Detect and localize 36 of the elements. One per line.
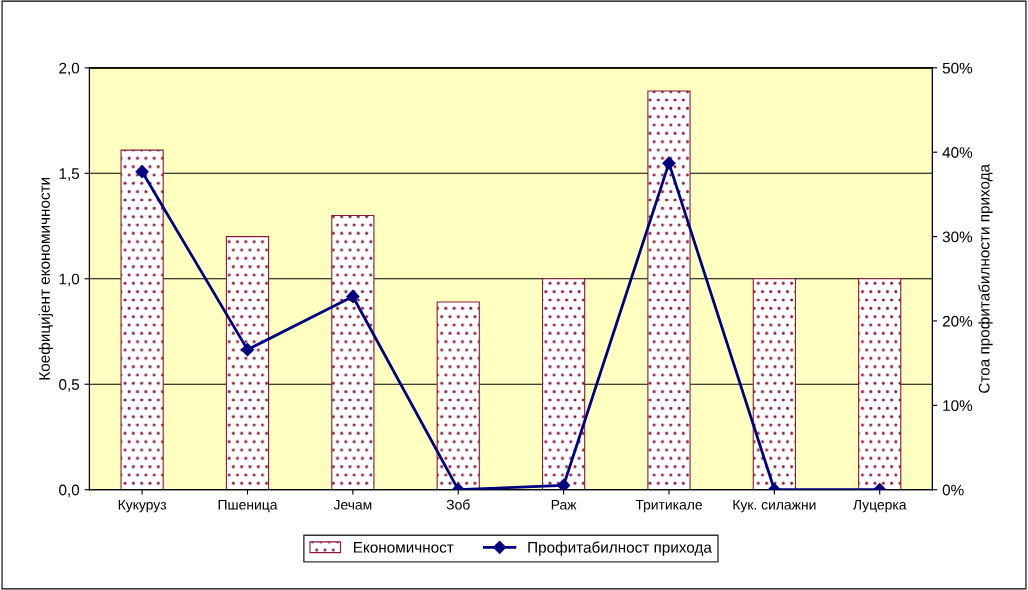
y-tick-label: 0,5 — [59, 379, 80, 392]
x-tick-label: Пшеница — [218, 499, 278, 513]
y2-tick-label: 0% — [942, 484, 964, 496]
y-tick-label: 0,0 — [59, 484, 80, 498]
y2-tick-label: 50% — [942, 62, 973, 74]
y-tick-label: 2,0 — [59, 62, 80, 76]
y-tick-label: 1,0 — [59, 273, 80, 287]
x-tick-label: Раж — [551, 499, 577, 510]
point — [662, 156, 676, 170]
y2-tick-label: 10% — [943, 400, 973, 412]
x-tick-label: Луцерка — [853, 499, 907, 513]
point — [135, 165, 149, 179]
point — [346, 289, 360, 304]
y2-tick-label: 30% — [942, 231, 973, 243]
point — [557, 478, 571, 490]
y2-tick-label: 20% — [942, 315, 973, 327]
bar — [120, 149, 164, 490]
x-tick-label: Зоб — [446, 499, 470, 510]
bar — [647, 90, 691, 490]
x-tick-label: Јечам — [333, 499, 372, 510]
y-axis-title: Коефицијент економичности — [38, 177, 53, 380]
bar — [436, 301, 480, 490]
y-tick-label: 1,5 — [59, 168, 80, 181]
x-tick-label: Кукуруз — [118, 499, 167, 513]
bar — [331, 214, 375, 490]
y2-tick-label: 40% — [942, 147, 973, 158]
legend-label: Економичност — [354, 542, 454, 553]
y2-axis-title: Стоа профитабилности прихода — [978, 163, 993, 393]
point — [240, 343, 255, 357]
bar — [541, 278, 586, 490]
x-tick-label: Кук. силажни — [733, 499, 816, 513]
x-tick-label: Тритикале — [635, 499, 702, 513]
bar — [225, 236, 270, 490]
legend-label: Профитабилност прихода — [528, 541, 712, 556]
bar — [752, 278, 796, 490]
bar — [858, 278, 902, 490]
